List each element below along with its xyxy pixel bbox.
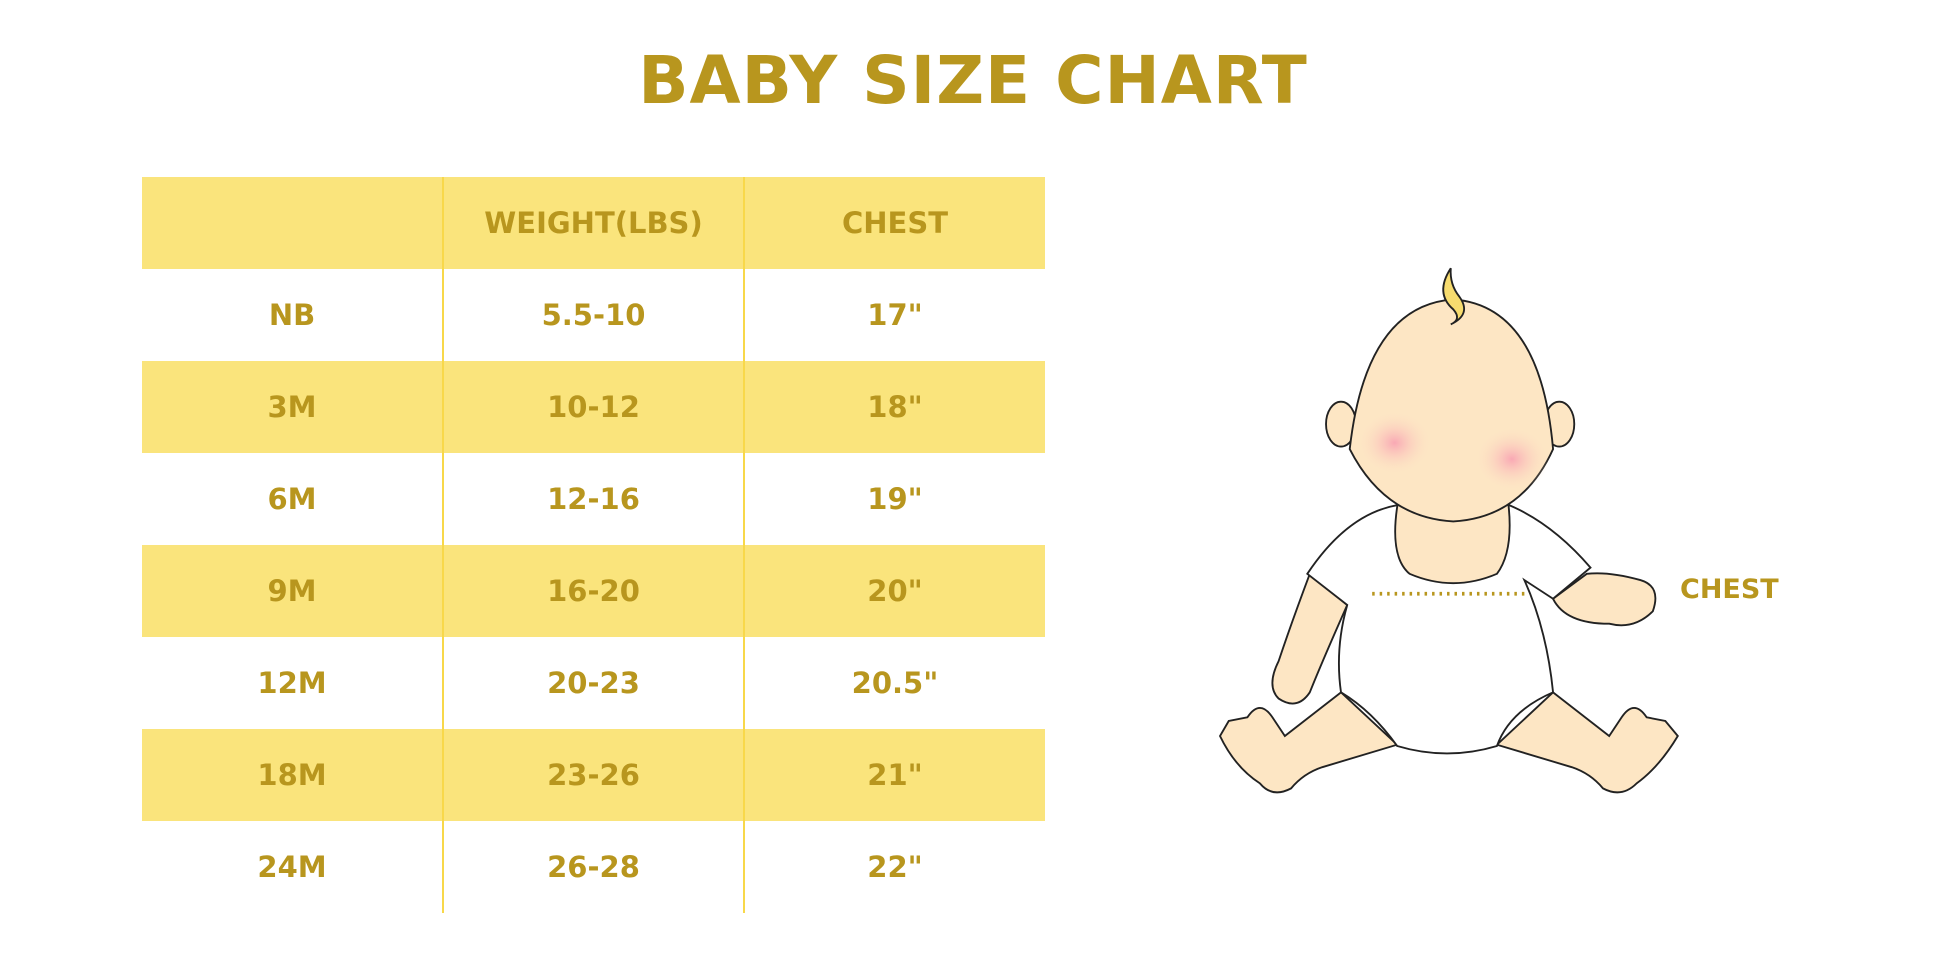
size-cell: 6M — [267, 482, 317, 516]
chest-label: CHEST — [1680, 574, 1779, 605]
weight-cell: 10-12 — [442, 361, 744, 453]
size-cell: 3M — [142, 361, 443, 453]
weight-cell: 5.5-10 — [442, 269, 744, 361]
size-cell: 12M — [257, 666, 327, 700]
table-row: 9M 16-20 20" — [142, 545, 1045, 637]
header-chest: CHEST — [743, 177, 1045, 269]
size-cell: NB — [268, 298, 316, 332]
page-title: BABY SIZE CHART — [638, 42, 1308, 119]
weight-cell: 16-20 — [442, 545, 744, 637]
weight-cell: 20-23 — [442, 637, 744, 729]
chest-cell: 18" — [743, 361, 1045, 453]
chest-cell: 17" — [743, 269, 1045, 361]
weight-cell: 12-16 — [442, 453, 744, 545]
weight-cell: 23-26 — [442, 729, 744, 821]
size-cell: 9M — [142, 545, 443, 637]
size-cell: 18M — [142, 729, 443, 821]
table-row: 6M 12-16 19" — [142, 453, 1045, 545]
chest-cell: 21" — [743, 729, 1045, 821]
header-weight: WEIGHT(LBS) — [442, 177, 744, 269]
weight-cell: 26-28 — [442, 821, 744, 913]
chest-cell: 20.5" — [743, 637, 1045, 729]
chest-cell: 19" — [743, 453, 1045, 545]
table-row: 24M 26-28 22" — [142, 821, 1045, 913]
table-header: WEIGHT(LBS) CHEST — [142, 177, 1045, 269]
size-table: WEIGHT(LBS) CHEST NB 5.5-10 17" 3M 10-12 18"… — [142, 177, 1045, 913]
chest-cell: 22" — [743, 821, 1045, 913]
table-row: 3M 10-12 18" — [142, 361, 1045, 453]
size-cell: 24M — [257, 850, 327, 884]
chest-cell: 20" — [743, 545, 1045, 637]
table-row: 18M 23-26 21" — [142, 729, 1045, 821]
header-size — [142, 177, 443, 269]
table-row: NB 5.5-10 17" — [142, 269, 1045, 361]
table-row: 12M 20-23 20.5" — [142, 637, 1045, 729]
